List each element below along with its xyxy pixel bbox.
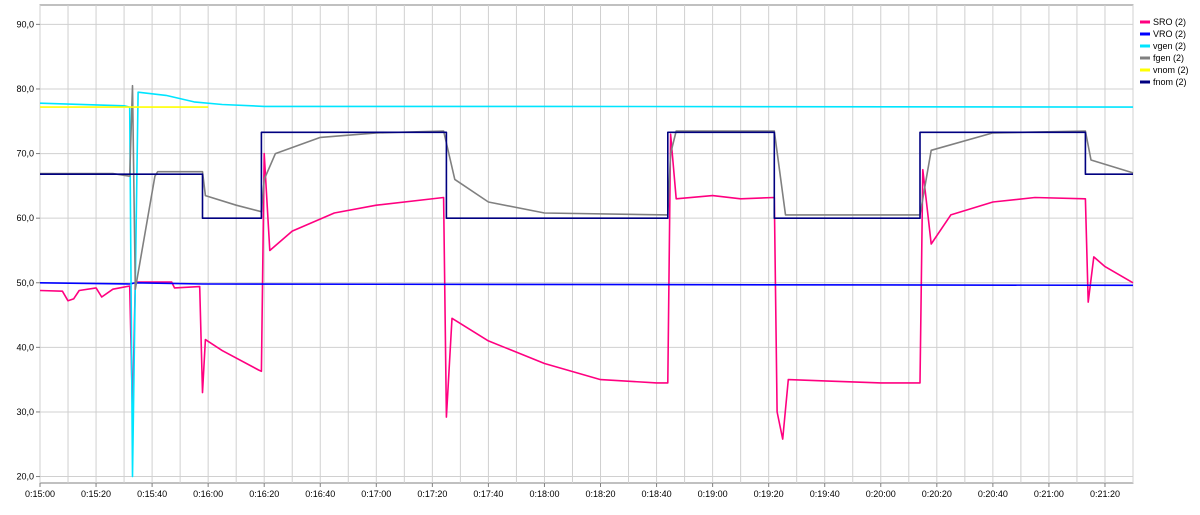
x-tick-label: 0:18:20 [585,489,615,499]
x-tick-label: 0:16:20 [249,489,279,499]
series-line [40,131,1133,219]
x-tick-label: 0:21:00 [1034,489,1064,499]
legend-label: vnom (2) [1153,65,1189,75]
y-tick-label: 90,0 [16,19,34,29]
x-tick-label: 0:19:40 [810,489,840,499]
x-tick-label: 0:20:00 [866,489,896,499]
x-tick-label: 0:19:20 [754,489,784,499]
legend-label: vgen (2) [1153,41,1186,51]
legend-label: fnom (2) [1153,77,1187,87]
x-tick-label: 0:16:40 [305,489,335,499]
x-tick-label: 0:16:00 [193,489,223,499]
x-tick-label: 0:20:20 [922,489,952,499]
legend-label: SRO (2) [1153,17,1186,27]
legend-label: VRO (2) [1153,29,1186,39]
x-tick-label: 0:15:40 [137,489,167,499]
y-tick-label: 50,0 [16,278,34,288]
x-tick-label: 0:17:40 [473,489,503,499]
x-tick-label: 0:17:20 [417,489,447,499]
x-tick-label: 0:18:40 [642,489,672,499]
x-tick-label: 0:19:00 [698,489,728,499]
legend: SRO (2) VRO (2) vgen (2) fgen (2) vnom (2) fn… [1140,17,1189,87]
x-tick-label: 0:20:40 [978,489,1008,499]
x-tick-label: 0:15:20 [81,489,111,499]
y-tick-label: 30,0 [16,407,34,417]
series-lines [39,84,1134,478]
y-axis: 20,0 30,0 40,0 50,0 60,0 70,0 80,0 90,0 [16,19,40,482]
y-tick-label: 80,0 [16,84,34,94]
x-tick-label: 0:15:00 [25,489,55,499]
x-axis: 0:15:00 0:15:20 0:15:40 0:16:00 0:16:20 0:16:… [25,483,1120,499]
y-tick-label: 20,0 [16,472,34,482]
x-tick-label: 0:17:00 [361,489,391,499]
grid [39,5,1134,483]
y-tick-label: 60,0 [16,213,34,223]
y-tick-label: 40,0 [16,342,34,352]
x-tick-label: 0:21:20 [1090,489,1120,499]
x-tick-label: 0:18:00 [529,489,559,499]
plot-area [39,4,1134,484]
legend-label: fgen (2) [1153,53,1184,63]
y-tick-label: 70,0 [16,149,34,159]
